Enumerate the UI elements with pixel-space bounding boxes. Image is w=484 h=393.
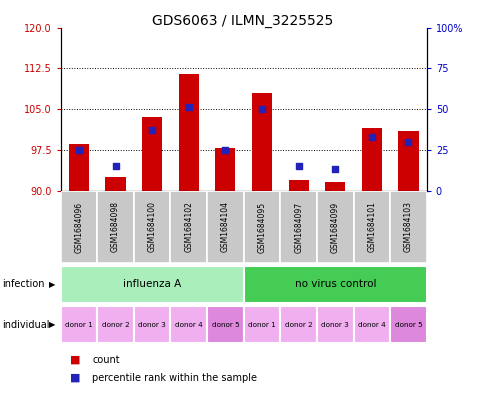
Bar [353, 191, 389, 263]
Text: donor 1: donor 1 [248, 321, 275, 328]
Bar [389, 191, 426, 263]
Bar [243, 306, 280, 343]
Text: donor 2: donor 2 [284, 321, 312, 328]
Bar [361, 128, 381, 191]
Point [331, 166, 338, 173]
Bar [324, 182, 345, 191]
Text: donor 5: donor 5 [211, 321, 239, 328]
Bar [142, 117, 162, 191]
Bar [280, 191, 317, 263]
Bar [105, 177, 125, 191]
Text: GSM1684097: GSM1684097 [293, 201, 302, 253]
Point [257, 106, 265, 112]
Text: no virus control: no virus control [294, 279, 375, 289]
Bar [353, 306, 389, 343]
Text: donor 5: donor 5 [394, 321, 422, 328]
Text: donor 1: donor 1 [65, 321, 92, 328]
Text: donor 4: donor 4 [175, 321, 202, 328]
Bar [251, 93, 272, 191]
Bar [317, 306, 353, 343]
Text: donor 4: donor 4 [357, 321, 385, 328]
Text: GSM1684101: GSM1684101 [366, 202, 376, 252]
Bar [207, 191, 243, 263]
Bar [69, 144, 89, 191]
Bar [207, 306, 243, 343]
Point [75, 147, 83, 153]
Text: GSM1684098: GSM1684098 [111, 202, 120, 252]
Point [148, 127, 156, 133]
Text: GSM1684103: GSM1684103 [403, 202, 412, 252]
Text: ▶: ▶ [49, 280, 56, 288]
Bar [60, 191, 97, 263]
Bar [317, 191, 353, 263]
Text: individual: individual [2, 320, 50, 330]
Text: GSM1684096: GSM1684096 [74, 201, 83, 253]
Bar [397, 131, 418, 191]
Text: percentile rank within the sample: percentile rank within the sample [92, 373, 257, 383]
Bar [134, 306, 170, 343]
Bar [170, 191, 207, 263]
Text: donor 2: donor 2 [102, 321, 129, 328]
Text: ■: ■ [70, 373, 81, 383]
Bar [280, 306, 317, 343]
Point [221, 147, 229, 153]
Text: influenza A: influenza A [123, 279, 181, 289]
Text: GSM1684104: GSM1684104 [220, 202, 229, 252]
Text: GDS6063 / ILMN_3225525: GDS6063 / ILMN_3225525 [151, 14, 333, 28]
Point [367, 134, 375, 140]
Point [111, 163, 119, 169]
Text: GSM1684099: GSM1684099 [330, 201, 339, 253]
Bar [243, 191, 280, 263]
Text: ▶: ▶ [49, 320, 56, 329]
Bar [60, 306, 97, 343]
Text: donor 3: donor 3 [321, 321, 348, 328]
Bar [288, 180, 308, 191]
Bar [389, 306, 426, 343]
Bar [97, 191, 134, 263]
Bar [243, 266, 426, 303]
Text: infection: infection [2, 279, 45, 289]
Bar [97, 306, 134, 343]
Text: donor 3: donor 3 [138, 321, 166, 328]
Point [294, 163, 302, 169]
Bar [215, 148, 235, 191]
Text: GSM1684102: GSM1684102 [184, 202, 193, 252]
Bar [60, 266, 243, 303]
Text: GSM1684100: GSM1684100 [147, 202, 156, 252]
Text: count: count [92, 354, 120, 365]
Point [184, 104, 192, 110]
Bar [178, 74, 198, 191]
Bar [170, 306, 207, 343]
Bar [134, 191, 170, 263]
Point [404, 138, 411, 145]
Text: GSM1684095: GSM1684095 [257, 201, 266, 253]
Text: ■: ■ [70, 354, 81, 365]
